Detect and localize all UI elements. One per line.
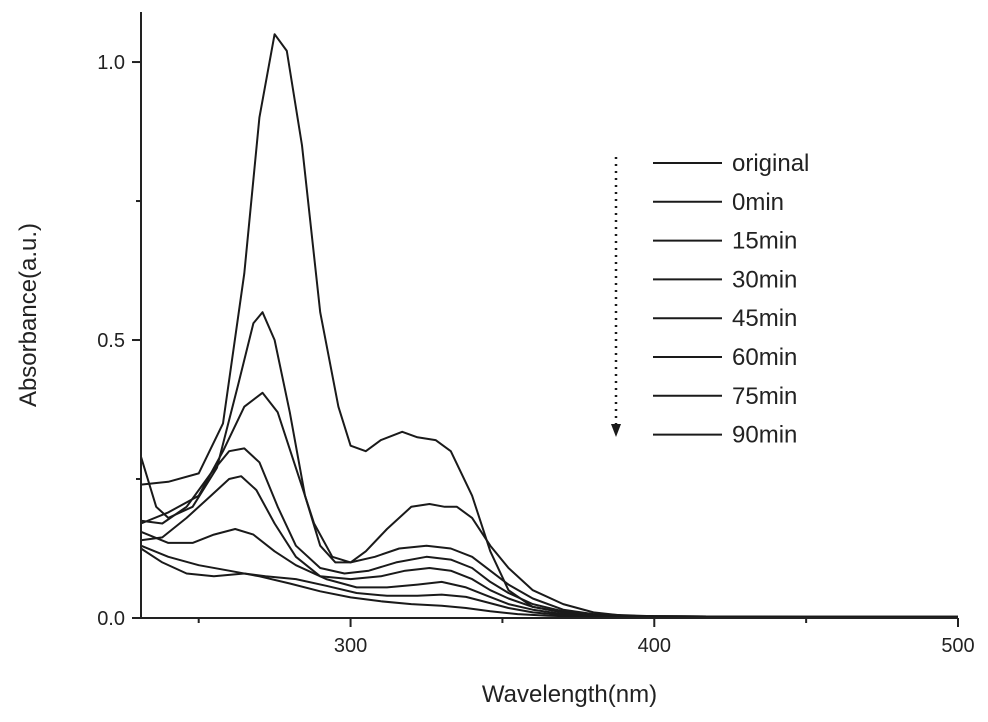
legend-label-90min: 90min xyxy=(732,422,797,449)
legend-label-75min: 75min xyxy=(732,383,797,410)
x-tick-label-400: 400 xyxy=(638,635,671,657)
series-lines xyxy=(140,33,958,618)
legend-label-30min: 30min xyxy=(732,266,797,293)
legend-label-0min: 0min xyxy=(732,189,784,216)
series-line-45min xyxy=(140,475,958,618)
x-axis-title: Wavelength(nm) xyxy=(482,681,657,708)
series-line-30min xyxy=(140,447,958,618)
tick-marks xyxy=(132,61,959,627)
x-tick-label-500: 500 xyxy=(941,635,974,657)
legend-label-45min: 45min xyxy=(732,305,797,332)
series-line-75min xyxy=(140,547,958,618)
y-tick-label-0.0: 0.0 xyxy=(97,608,125,630)
axes xyxy=(140,12,958,619)
series-line-90min xyxy=(140,544,958,618)
legend-arrow-head xyxy=(611,424,621,437)
legend-label-60min: 60min xyxy=(732,344,797,371)
tick-labels: 300 400 500 0.0 0.5 1.0 xyxy=(97,52,975,657)
legend: original 0min 15min 30min 45min 60min 75min 90m… xyxy=(611,150,809,449)
series-line-original xyxy=(140,33,958,618)
y-tick-label-0.5: 0.5 xyxy=(97,330,125,352)
series-line-15min xyxy=(140,391,958,618)
legend-label-15min: 15min xyxy=(732,228,797,255)
legend-label-original: original xyxy=(732,150,809,177)
y-axis-title: Absorbance(a.u.) xyxy=(15,223,42,407)
y-tick-label-1.0: 1.0 xyxy=(97,52,125,74)
series-line-0min xyxy=(140,311,958,618)
x-tick-label-300: 300 xyxy=(334,635,367,657)
